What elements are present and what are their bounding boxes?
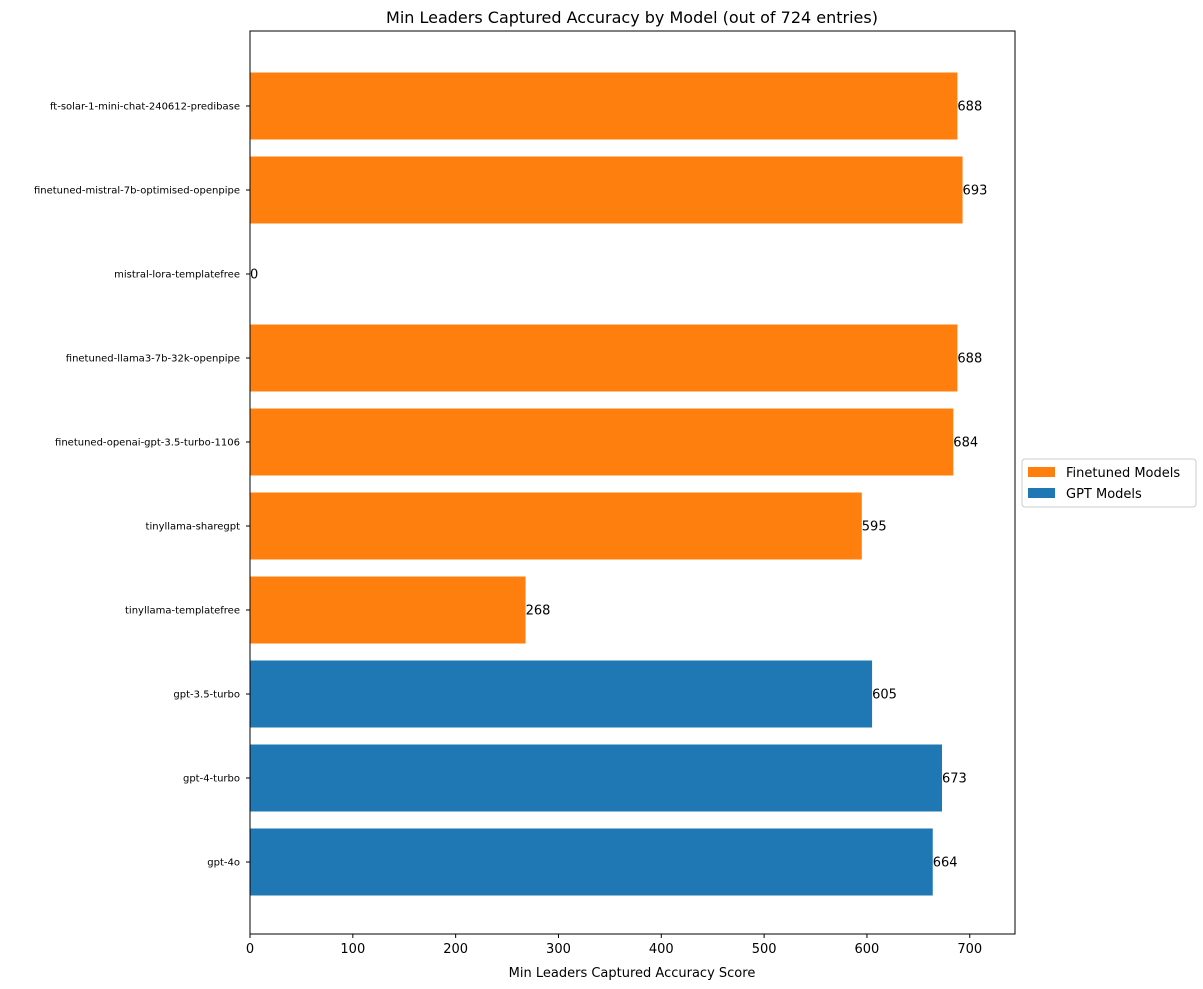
legend: Finetuned Models GPT Models	[1021, 458, 1197, 508]
data-label: 664	[933, 856, 958, 871]
bar	[250, 660, 873, 728]
y-tick-label: finetuned-llama3-7b-32k-openpipe	[66, 354, 240, 365]
legend-swatch	[1028, 467, 1055, 477]
bar	[250, 492, 862, 560]
x-tick-label: 0	[246, 942, 254, 957]
plot-frame	[249, 30, 1016, 935]
y-tick-label: tinyllama-sharegpt	[146, 522, 241, 533]
data-label: 693	[963, 184, 988, 199]
x-tick-label: 700	[957, 942, 982, 957]
data-label: 688	[957, 352, 982, 367]
data-label: 268	[526, 604, 551, 619]
chart-title: Min Leaders Captured Accuracy by Model (…	[386, 8, 878, 27]
data-label: 605	[872, 688, 897, 703]
y-tick-label: finetuned-mistral-7b-optimised-openpipe	[34, 186, 240, 197]
x-tick-label: 500	[752, 942, 777, 957]
bar	[250, 828, 933, 896]
x-axis-label: Min Leaders Captured Accuracy Score	[509, 966, 756, 981]
x-tick-label: 300	[546, 942, 571, 957]
legend-swatch	[1028, 488, 1055, 498]
data-label: 688	[957, 100, 982, 115]
x-tick-label: 600	[855, 942, 880, 957]
data-label: 0	[250, 268, 258, 283]
legend-box	[1021, 458, 1197, 508]
legend-label: Finetuned Models	[1066, 466, 1180, 481]
bar	[250, 576, 526, 644]
bar	[250, 156, 963, 224]
y-tick-label: finetuned-openai-gpt-3.5-turbo-1106	[55, 438, 240, 449]
bar	[250, 72, 958, 140]
y-tick-label: gpt-4-turbo	[183, 774, 240, 785]
x-tick-label: 200	[443, 942, 468, 957]
y-tick-label: gpt-3.5-turbo	[173, 690, 240, 701]
y-tick-label: mistral-lora-templatefree	[114, 270, 240, 281]
legend-label: GPT Models	[1066, 487, 1142, 502]
data-label: 595	[862, 520, 887, 535]
y-tick-label: gpt-4o	[207, 858, 240, 869]
x-tick-label: 400	[649, 942, 674, 957]
x-tick-label: 100	[340, 942, 365, 957]
y-tick-label: tinyllama-templatefree	[125, 606, 240, 617]
data-label: 684	[953, 436, 978, 451]
y-tick-label: ft-solar-1-mini-chat-240612-predibase	[50, 102, 240, 113]
bar	[250, 744, 942, 812]
bar	[250, 408, 954, 476]
bar	[250, 324, 958, 392]
plot-area: 688 ft-solar-1-mini-chat-240612-predibase…	[34, 72, 988, 957]
data-label: 673	[942, 772, 967, 787]
